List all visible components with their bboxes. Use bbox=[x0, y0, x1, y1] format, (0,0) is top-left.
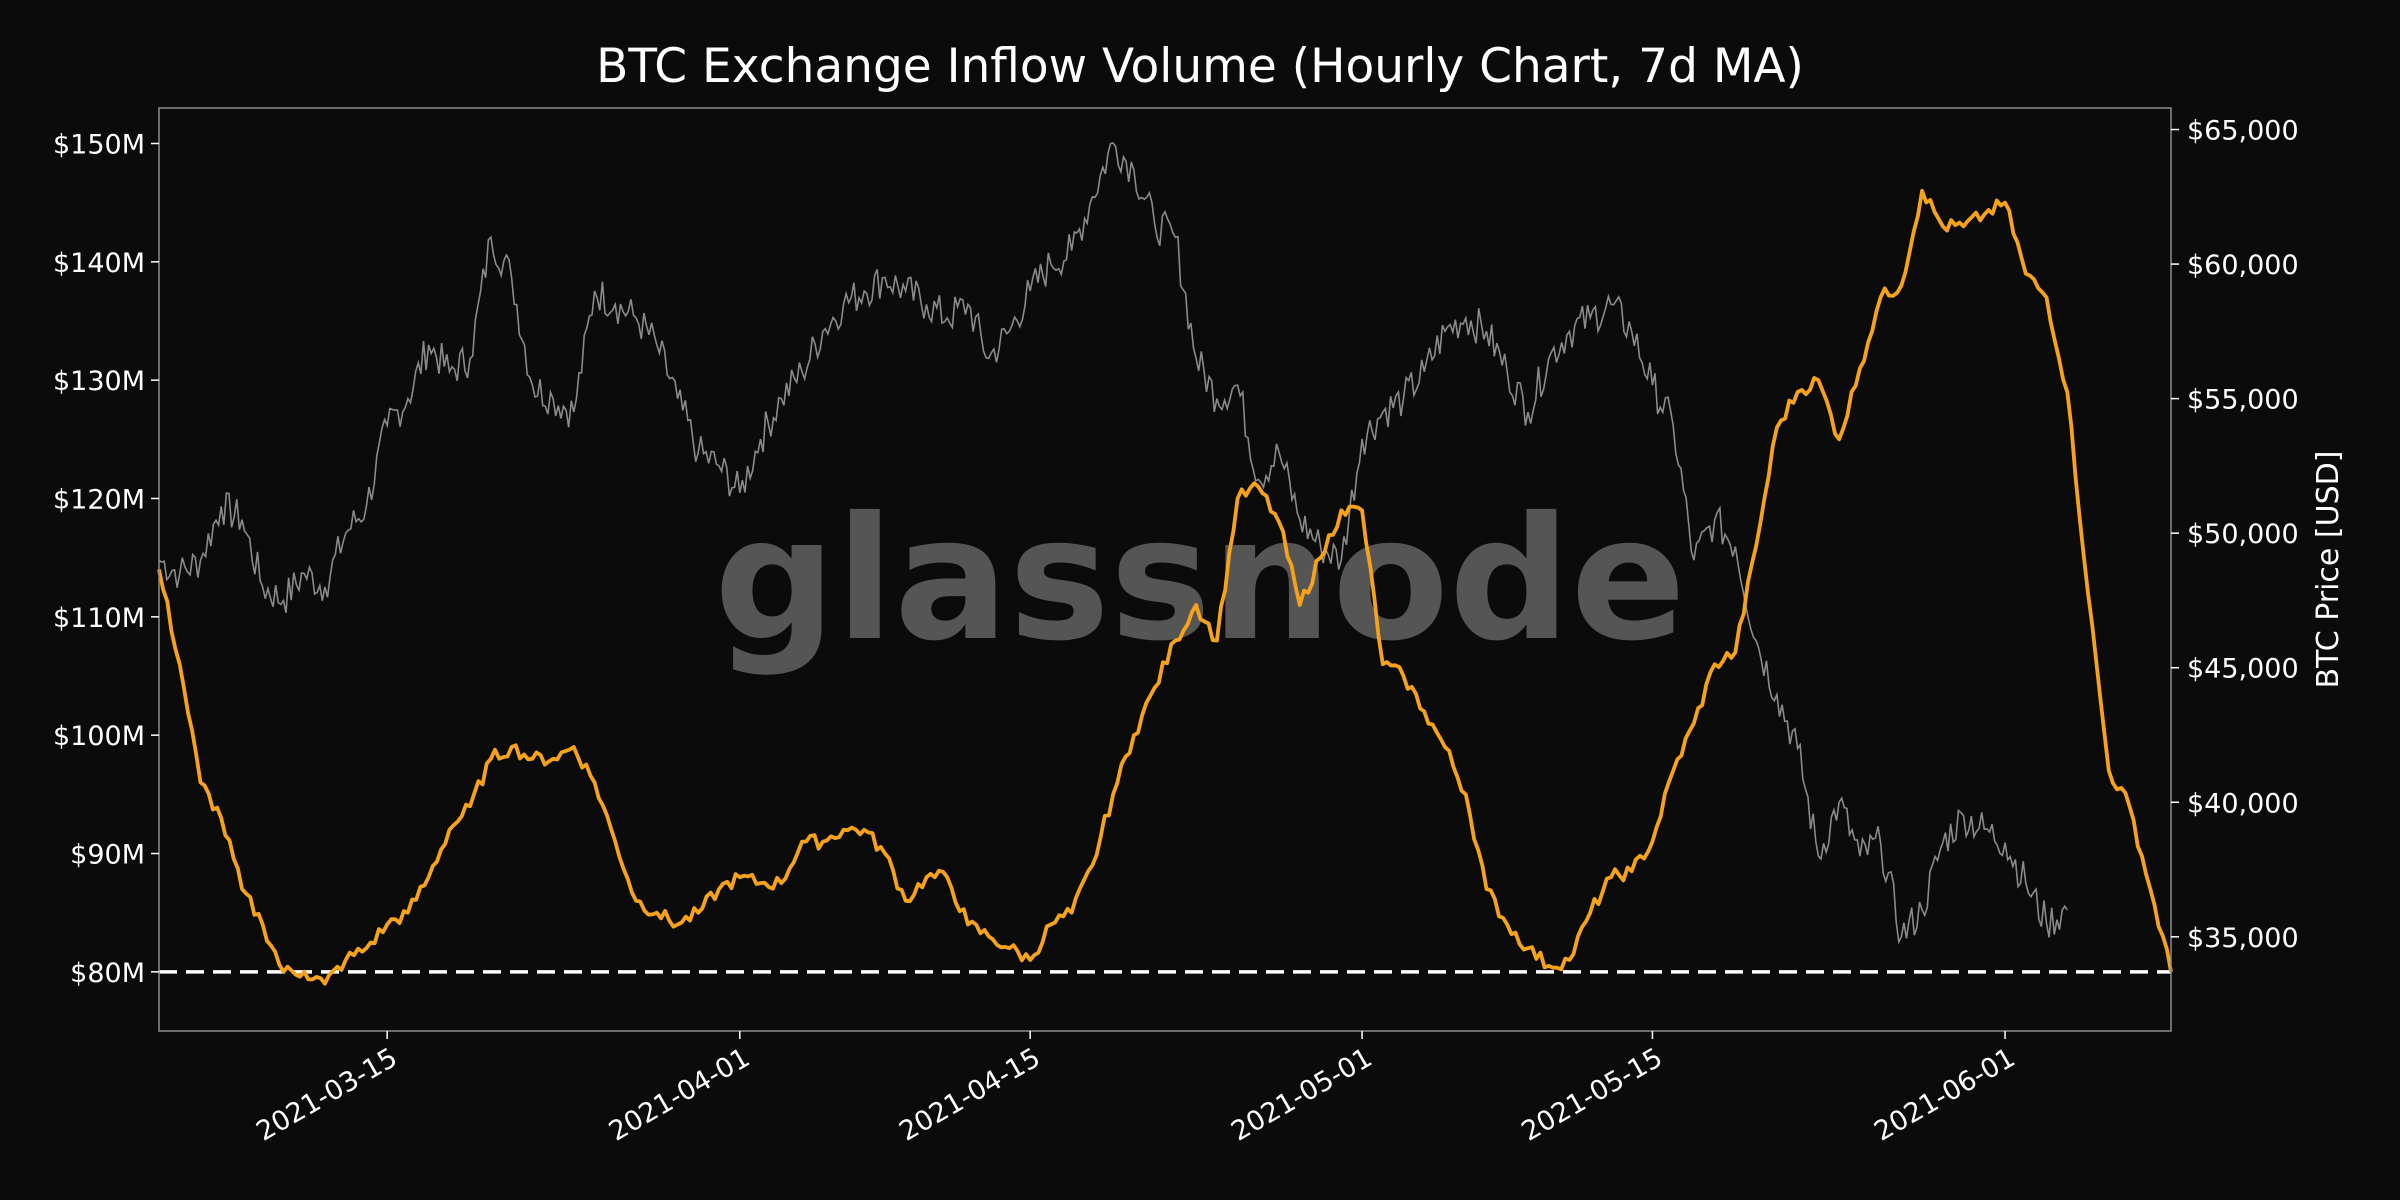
btc-price-line bbox=[158, 142, 2068, 945]
right-tick-label: $35,000 bbox=[2187, 923, 2299, 954]
left-tick-label: $150M bbox=[53, 130, 145, 161]
plot-frame bbox=[158, 107, 2172, 1032]
right-tick-label: $55,000 bbox=[2187, 385, 2299, 416]
left-tick-label: $140M bbox=[53, 248, 145, 279]
right-tick-label: $65,000 bbox=[2187, 116, 2299, 147]
inflow-volume-line bbox=[157, 188, 2173, 986]
inflow-volume-series bbox=[157, 188, 2173, 986]
left-tick-label: $120M bbox=[53, 485, 145, 516]
right-axis-title: BTC Price [USD] bbox=[2311, 451, 2346, 689]
left-tick-label: $110M bbox=[53, 603, 145, 634]
left-tick-label: $90M bbox=[70, 840, 145, 871]
chart-title: BTC Exchange Inflow Volume (Hourly Chart… bbox=[596, 39, 1804, 94]
right-tick-label: $45,000 bbox=[2187, 654, 2299, 685]
left-tick-label: $130M bbox=[53, 366, 145, 397]
btc-price-series bbox=[158, 142, 2068, 945]
right-tick-label: $50,000 bbox=[2187, 519, 2299, 550]
watermark-logo: glassnode bbox=[714, 481, 1686, 679]
right-tick-label: $40,000 bbox=[2187, 788, 2299, 819]
left-tick-label: $80M bbox=[70, 958, 145, 989]
left-tick-label: $100M bbox=[53, 721, 145, 752]
left-axis-ticks: $80M $90M $100M $110M $120M $130M $140M $150M bbox=[53, 130, 159, 989]
right-axis-ticks: $35,000 $40,000 $45,000 $50,000 $55,000 $60,0… bbox=[2171, 116, 2299, 954]
right-tick-label: $60,000 bbox=[2187, 250, 2299, 281]
